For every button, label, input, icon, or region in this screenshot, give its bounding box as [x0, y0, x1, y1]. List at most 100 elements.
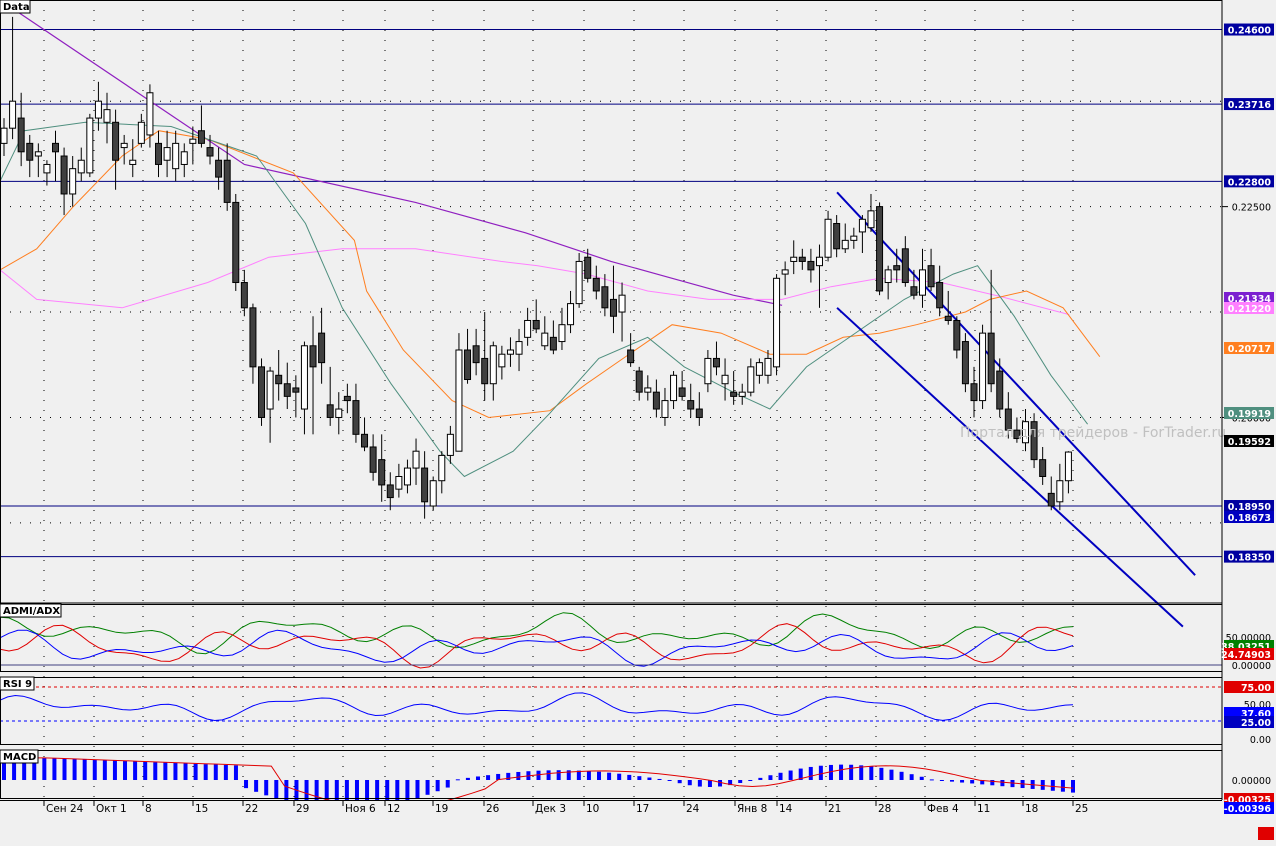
- candle-body: [738, 391, 746, 397]
- candle-body: [1013, 429, 1021, 440]
- macd-bar: [738, 780, 743, 784]
- candle-body: [446, 433, 454, 456]
- candle: [678, 371, 686, 401]
- candle-body: [129, 159, 137, 165]
- candle-body: [403, 467, 411, 486]
- candle: [773, 274, 781, 376]
- candle-body: [472, 345, 480, 364]
- macd-bar: [960, 780, 965, 783]
- price-badge-bg: [1224, 511, 1274, 523]
- macd-signal-line: [4, 757, 1074, 810]
- xaxis-label: 28: [878, 803, 891, 815]
- macd-bar: [788, 770, 793, 780]
- candle: [206, 134, 214, 165]
- candle: [352, 383, 360, 443]
- level-badge-bg: [1224, 500, 1274, 513]
- macd-bar: [233, 765, 238, 780]
- macd-bar: [1010, 780, 1015, 788]
- xaxis-label: 24: [686, 803, 700, 815]
- macd-bar: [264, 780, 269, 796]
- level-badge-bg: [1224, 98, 1274, 111]
- candle-body: [77, 159, 85, 174]
- level-badge: 0.22800: [1228, 177, 1272, 188]
- candle: [464, 328, 472, 384]
- candle-body: [69, 168, 77, 195]
- macd-bar: [183, 763, 188, 780]
- candle-body: [781, 269, 789, 275]
- candle-body: [893, 265, 901, 271]
- macd-bar: [919, 776, 924, 780]
- rsi-tick-label: 50.00: [1244, 700, 1271, 711]
- level-badge-bg: [1224, 23, 1274, 36]
- candle-body: [918, 269, 926, 296]
- candle-body: [661, 400, 669, 418]
- candle: [815, 244, 823, 308]
- candle-body: [635, 370, 643, 393]
- candle-body: [120, 142, 128, 149]
- rsi-badge-25-bg: [1224, 716, 1274, 728]
- macd-bar: [949, 780, 954, 782]
- candle-body: [266, 370, 274, 410]
- candle-body: [695, 408, 703, 418]
- macd-bar: [102, 760, 107, 780]
- candle: [532, 299, 540, 334]
- xaxis-label: 25: [1075, 803, 1088, 815]
- macd-bar: [566, 770, 571, 780]
- macd-bar: [546, 770, 551, 780]
- macd-bar: [576, 770, 581, 780]
- macd-bar: [516, 771, 521, 780]
- candle: [524, 307, 532, 346]
- candle-body: [850, 235, 858, 241]
- candle-body: [1039, 459, 1047, 477]
- macd-bar: [153, 762, 158, 780]
- macd-bar: [657, 778, 662, 780]
- candle-body: [223, 159, 231, 203]
- candle-body: [17, 117, 25, 153]
- candle-body: [464, 349, 472, 381]
- candle-body: [712, 357, 720, 368]
- candle: [1004, 392, 1012, 439]
- macd-bar: [506, 772, 511, 780]
- main-panel-label: Data: [3, 2, 30, 13]
- candle-body: [996, 370, 1004, 410]
- xaxis-label: Дек 3: [535, 803, 566, 815]
- xaxis-label: 21: [828, 803, 841, 815]
- candle-body: [258, 366, 266, 418]
- macd-bar: [42, 757, 47, 780]
- admi-badge-red-bg: [1224, 648, 1274, 660]
- candle: [987, 269, 995, 393]
- candle-body: [524, 319, 532, 338]
- candle-body: [678, 387, 686, 397]
- candle: [1056, 463, 1064, 511]
- macd-bar: [617, 773, 622, 780]
- candle: [1013, 417, 1021, 443]
- candle: [378, 434, 386, 502]
- candle-body: [833, 222, 841, 250]
- macd-badge-blue-bg: [1224, 802, 1274, 814]
- candle: [180, 143, 188, 178]
- macd-bar: [314, 780, 319, 809]
- candle-body: [773, 277, 781, 368]
- candle: [52, 130, 60, 182]
- candle: [318, 307, 326, 384]
- rsi-badge-75-bg: [1224, 681, 1274, 693]
- macd-bar: [2, 756, 6, 780]
- candle: [670, 371, 678, 410]
- corner-scroll-icon[interactable]: [1258, 827, 1274, 840]
- candle: [841, 223, 849, 254]
- candle: [918, 248, 926, 308]
- macd-bar: [344, 780, 349, 811]
- candle-body: [300, 345, 308, 410]
- candle-body: [1047, 492, 1055, 507]
- candle: [790, 240, 798, 275]
- candle-body: [824, 218, 832, 258]
- macd-bar: [365, 780, 370, 810]
- macd-bar: [859, 765, 864, 780]
- candle: [944, 290, 952, 325]
- candle: [275, 349, 283, 401]
- level-badge: 0.18950: [1228, 502, 1272, 513]
- macd-bar: [62, 758, 67, 780]
- candle-body: [292, 387, 300, 393]
- candle-body: [584, 256, 592, 279]
